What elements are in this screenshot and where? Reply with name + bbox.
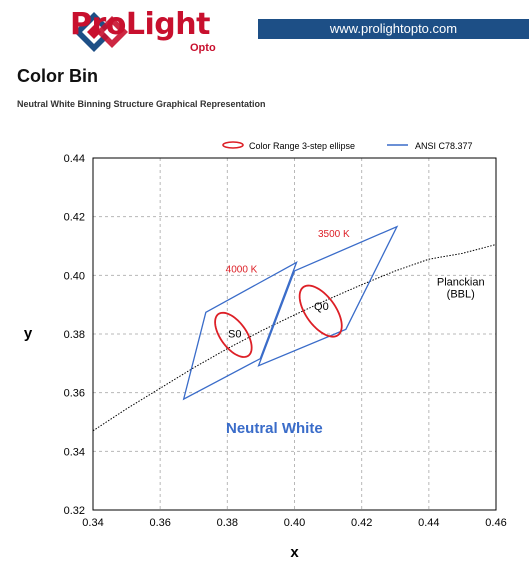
x-tick-label: 0.34 [82,517,103,529]
header: ProLight Opto www.prolightopto.com [0,0,529,60]
grid-lines [92,157,497,511]
y-axis-title: y [24,325,33,342]
x-tick-label: 0.44 [418,517,439,529]
plot-frame [92,157,497,511]
ansi-quad [182,261,298,401]
y-tick-label: 0.42 [64,212,85,224]
x-tick-label: 0.42 [351,517,372,529]
color-ellipse [298,284,343,338]
x-tick-label: 0.38 [217,517,238,529]
ansi-quad [257,225,399,367]
legend: Color Range 3-step ellipse ANSI C78.377 [222,141,473,151]
legend-ellipse-label: Color Range 3-step ellipse [249,141,355,151]
color-bin-chart: 0.34 0.36 0.38 0.40 0.42 0.44 0.460.320.340.36… [24,141,507,561]
cct-4000k-label: 4000 K [226,264,258,275]
brand-name: ProLight [70,7,210,42]
tick-labels-group: 0.34 0.36 0.38 0.40 0.42 0.44 0.460.320.340.36… [64,153,507,529]
x-tick-label: 0.36 [149,517,170,529]
y-tick-label: 0.40 [64,270,85,282]
ellipse-s0-label: S0 [228,329,241,341]
legend-ellipse-swatch [222,141,244,149]
page-title: Color Bin [17,66,98,86]
planckian-curve-group [92,244,497,432]
ansi-quadrangles-group [182,225,399,401]
x-tick-label: 0.40 [284,517,305,529]
region-label: Neutral White [226,420,323,437]
cct-3500k-label: 3500 K [318,229,350,240]
x-tick-label: 0.46 [485,517,506,529]
y-tick-label: 0.44 [64,153,85,165]
x-axis-title: x [290,544,299,561]
planckian-label-bbl: (BBL) [447,288,475,300]
ellipse-q0-label: Q0 [314,301,329,313]
y-tick-label: 0.32 [64,505,85,517]
y-tick-label: 0.36 [64,388,85,400]
legend-ansi-label: ANSI C78.377 [415,141,473,151]
prolight-logo-icon [74,12,128,52]
planckian-label: Planckian [437,277,485,289]
planckian-curve [92,244,497,432]
website-link[interactable]: www.prolightopto.com [329,21,458,36]
website-banner[interactable]: www.prolightopto.com [258,19,529,39]
ellipses-group [214,284,343,358]
brand-subtext: Opto [190,42,216,54]
y-tick-label: 0.38 [64,329,85,341]
page-subtitle: Neutral White Binning Structure Graphica… [17,99,266,109]
color-ellipse [214,311,253,358]
y-tick-label: 0.34 [64,446,85,458]
